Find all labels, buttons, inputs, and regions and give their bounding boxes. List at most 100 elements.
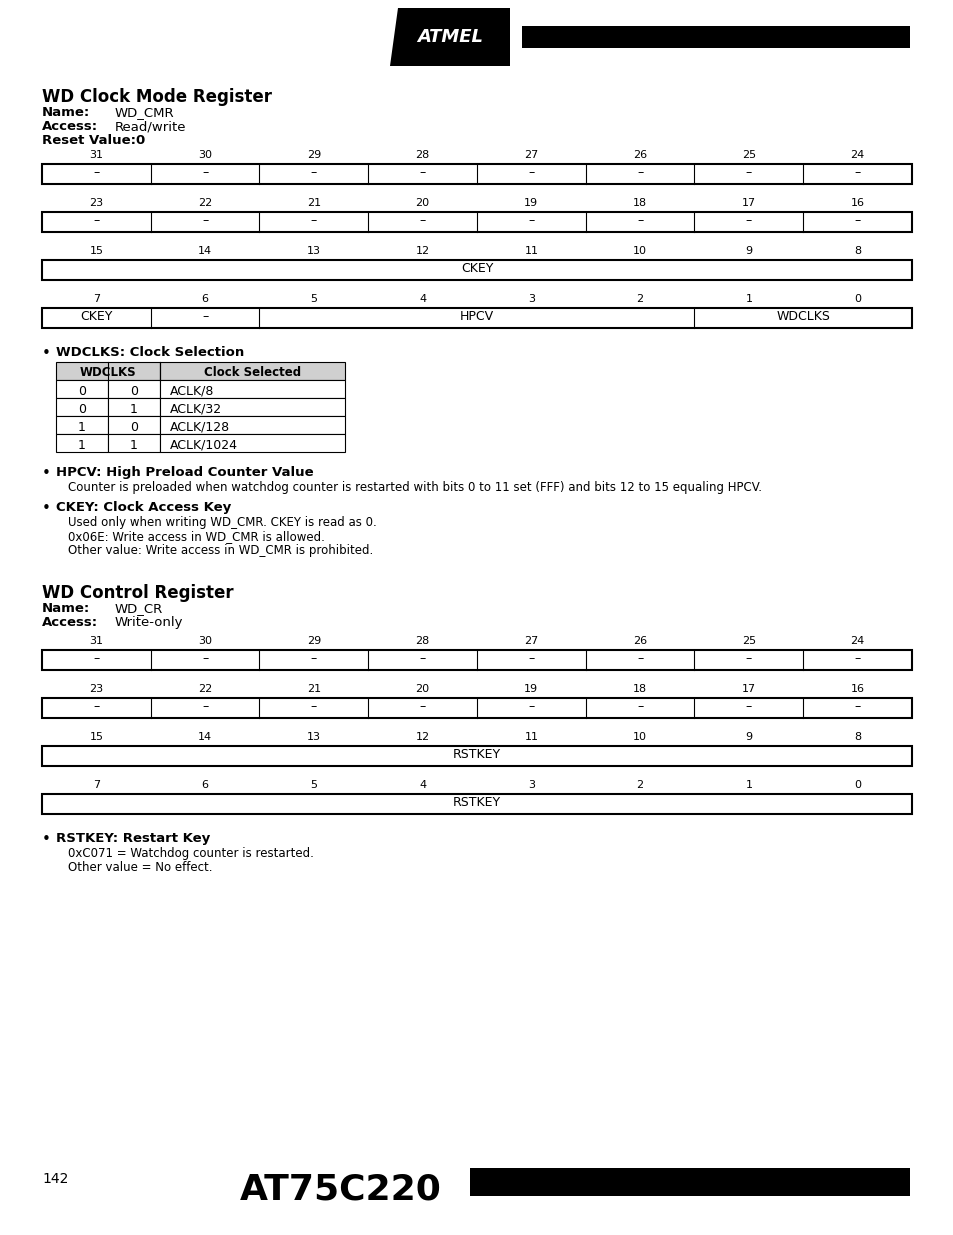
Text: 17: 17 <box>741 198 755 207</box>
Text: 12: 12 <box>416 246 429 256</box>
Text: 29: 29 <box>307 149 320 161</box>
Text: –: – <box>311 700 316 714</box>
Text: –: – <box>202 167 208 179</box>
Text: –: – <box>202 700 208 714</box>
Text: 1: 1 <box>744 294 752 304</box>
Text: 25: 25 <box>741 149 755 161</box>
Text: WD_CR: WD_CR <box>115 601 163 615</box>
Text: 142: 142 <box>42 1172 69 1186</box>
Text: 1: 1 <box>78 421 86 433</box>
Text: –: – <box>854 700 860 714</box>
Text: RSTKEY: RSTKEY <box>453 797 500 809</box>
Text: –: – <box>93 215 99 227</box>
Bar <box>160 380 345 398</box>
Text: 19: 19 <box>524 198 537 207</box>
Text: WDCLKS: Clock Selection: WDCLKS: Clock Selection <box>56 346 244 359</box>
Text: 22: 22 <box>198 198 212 207</box>
Text: –: – <box>93 652 99 666</box>
Text: 14: 14 <box>198 732 212 742</box>
Text: Other value: Write access in WD_CMR is prohibited.: Other value: Write access in WD_CMR is p… <box>68 543 373 557</box>
Text: CKEY: CKEY <box>460 263 493 275</box>
Text: –: – <box>637 215 642 227</box>
Bar <box>42 746 911 766</box>
Text: 23: 23 <box>90 198 103 207</box>
Text: 0xC071 = Watchdog counter is restarted.: 0xC071 = Watchdog counter is restarted. <box>68 847 314 860</box>
Bar <box>56 433 108 452</box>
Text: •: • <box>42 832 51 847</box>
Text: ACLK/8: ACLK/8 <box>170 385 214 398</box>
Text: Used only when writing WD_CMR. CKEY is read as 0.: Used only when writing WD_CMR. CKEY is r… <box>68 516 376 529</box>
Text: CKEY: Clock Access Key: CKEY: Clock Access Key <box>56 501 231 514</box>
Text: –: – <box>202 310 208 324</box>
Text: 0: 0 <box>78 385 86 398</box>
Text: –: – <box>745 167 751 179</box>
Bar <box>42 212 911 232</box>
Text: –: – <box>419 215 425 227</box>
Text: 8: 8 <box>853 246 861 256</box>
Bar <box>42 794 911 814</box>
Bar <box>108 380 160 398</box>
Bar <box>42 650 911 671</box>
Text: 29: 29 <box>307 636 320 646</box>
Text: –: – <box>528 652 534 666</box>
Text: 6: 6 <box>201 294 209 304</box>
Text: ACLK/32: ACLK/32 <box>170 403 222 416</box>
Text: 20: 20 <box>416 684 429 694</box>
Text: 5: 5 <box>310 294 317 304</box>
Text: Name:: Name: <box>42 106 91 119</box>
Text: ACLK/1024: ACLK/1024 <box>170 438 237 452</box>
Bar <box>42 698 911 718</box>
Text: 12: 12 <box>416 732 429 742</box>
Bar <box>56 362 160 380</box>
Text: CKEY: CKEY <box>80 310 112 324</box>
Bar <box>42 164 911 184</box>
Text: –: – <box>528 700 534 714</box>
Text: 11: 11 <box>524 732 537 742</box>
Text: 31: 31 <box>90 149 103 161</box>
Bar <box>42 308 911 329</box>
Text: –: – <box>745 700 751 714</box>
Bar <box>56 398 108 416</box>
Text: HPCV: HPCV <box>459 310 494 324</box>
Text: 11: 11 <box>524 246 537 256</box>
Text: 26: 26 <box>633 636 646 646</box>
Text: 7: 7 <box>92 294 100 304</box>
Bar <box>108 398 160 416</box>
Text: 0: 0 <box>130 385 138 398</box>
Text: RSTKEY: RSTKEY <box>453 748 500 762</box>
Text: –: – <box>419 652 425 666</box>
Text: 16: 16 <box>850 198 863 207</box>
Text: 4: 4 <box>418 294 426 304</box>
Polygon shape <box>390 7 510 65</box>
Text: Access:: Access: <box>42 120 98 133</box>
Text: 16: 16 <box>850 684 863 694</box>
Text: –: – <box>854 652 860 666</box>
Bar <box>108 433 160 452</box>
Text: 1: 1 <box>78 438 86 452</box>
Text: 10: 10 <box>633 732 646 742</box>
Text: 18: 18 <box>633 684 646 694</box>
Text: 30: 30 <box>198 149 212 161</box>
Bar <box>160 433 345 452</box>
Text: Write-only: Write-only <box>115 616 183 629</box>
Text: 15: 15 <box>90 732 103 742</box>
Text: –: – <box>854 167 860 179</box>
Text: 27: 27 <box>524 149 537 161</box>
Text: 24: 24 <box>850 636 863 646</box>
Text: WDCLKS: WDCLKS <box>776 310 829 324</box>
Text: •: • <box>42 466 51 480</box>
Text: •: • <box>42 346 51 361</box>
Text: 3: 3 <box>527 294 535 304</box>
Text: 24: 24 <box>850 149 863 161</box>
Bar <box>470 1168 909 1195</box>
Text: 9: 9 <box>744 732 752 742</box>
Text: 21: 21 <box>307 198 320 207</box>
Text: –: – <box>745 215 751 227</box>
Text: 0: 0 <box>130 421 138 433</box>
Text: –: – <box>528 215 534 227</box>
Text: WD Control Register: WD Control Register <box>42 584 233 601</box>
Text: 2: 2 <box>636 781 643 790</box>
Text: –: – <box>528 167 534 179</box>
Text: 25: 25 <box>741 636 755 646</box>
Text: 18: 18 <box>633 198 646 207</box>
